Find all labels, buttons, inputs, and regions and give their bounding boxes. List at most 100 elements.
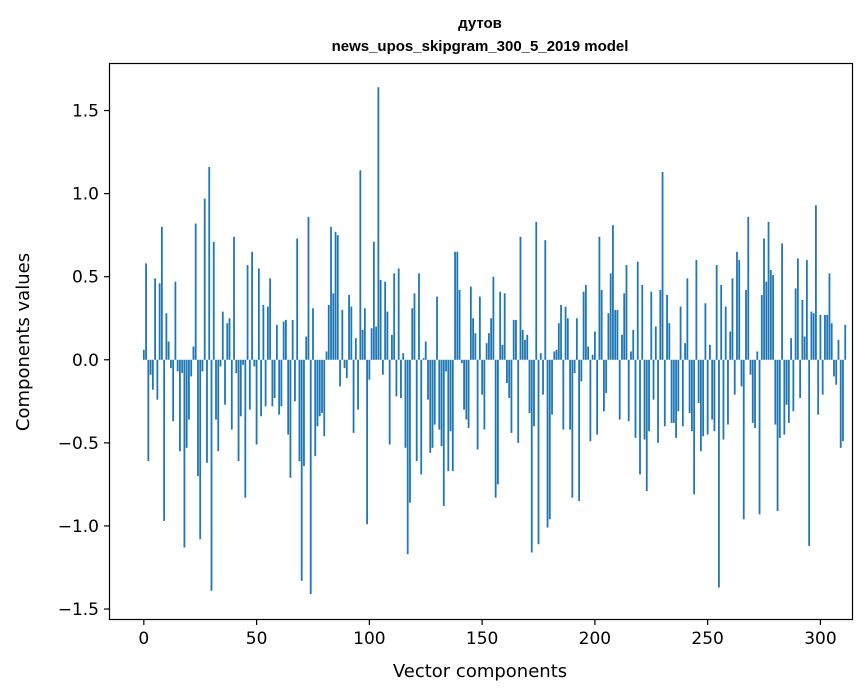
bar — [535, 221, 538, 360]
bar — [722, 359, 725, 440]
bar — [190, 359, 193, 377]
bar — [188, 359, 190, 420]
bar — [512, 319, 515, 360]
bar — [497, 359, 499, 485]
bar — [282, 321, 285, 360]
bar — [519, 236, 522, 360]
bar — [562, 359, 565, 430]
bar — [266, 306, 269, 360]
bar — [697, 359, 700, 403]
bar — [269, 278, 272, 360]
bar — [842, 359, 844, 442]
bar — [300, 359, 303, 581]
bar — [731, 278, 734, 360]
bar — [230, 359, 233, 430]
y-tick-label: 0.5 — [72, 268, 99, 288]
bar — [575, 318, 578, 360]
bar — [790, 338, 792, 360]
bar — [810, 311, 813, 360]
bar — [537, 359, 540, 545]
bar — [415, 359, 418, 462]
bar — [296, 238, 299, 360]
bar — [751, 359, 754, 423]
bar — [343, 359, 346, 369]
bar — [772, 275, 774, 360]
bar — [384, 281, 387, 360]
bar — [621, 334, 623, 360]
bar — [521, 329, 524, 360]
bar — [381, 359, 384, 375]
bar — [616, 309, 619, 360]
bar — [163, 359, 166, 521]
bar — [672, 359, 675, 423]
bar — [593, 331, 596, 360]
bar — [729, 331, 732, 360]
bar — [463, 359, 465, 410]
bar — [713, 359, 716, 432]
bar — [815, 205, 817, 360]
bar — [828, 273, 831, 360]
bar — [165, 313, 168, 360]
bar — [702, 359, 705, 437]
bar — [336, 235, 339, 360]
x-tick-label: 250 — [691, 629, 723, 649]
bar — [571, 359, 574, 498]
bar — [650, 291, 653, 360]
bar — [219, 359, 222, 367]
bar — [420, 359, 423, 475]
bar — [445, 359, 447, 372]
bar — [431, 359, 434, 448]
bar — [569, 359, 571, 430]
bar — [501, 344, 504, 360]
bar — [796, 258, 799, 360]
x-tick-label: 50 — [246, 629, 268, 649]
bar — [530, 359, 533, 553]
bar — [151, 359, 154, 390]
bar — [826, 314, 829, 360]
bar — [375, 326, 378, 360]
bar — [824, 314, 826, 360]
bar — [422, 358, 425, 360]
bar — [805, 260, 808, 360]
bar — [542, 359, 544, 395]
bar — [546, 359, 549, 528]
bar — [548, 359, 551, 520]
bar — [503, 293, 506, 360]
bar — [618, 359, 621, 420]
bar — [323, 359, 326, 437]
bar — [603, 359, 605, 412]
bar — [397, 268, 400, 360]
bar — [584, 285, 587, 360]
bar — [758, 359, 761, 515]
bar — [248, 359, 251, 410]
bar — [246, 265, 249, 360]
bar — [294, 359, 296, 402]
bar — [578, 359, 580, 502]
bar — [478, 296, 481, 360]
bar — [174, 281, 177, 360]
bar — [557, 323, 560, 360]
bar — [630, 351, 632, 360]
bar — [393, 273, 396, 360]
bar — [176, 359, 179, 372]
bar — [661, 172, 664, 360]
bar — [785, 359, 788, 405]
bar — [709, 344, 711, 360]
bar — [147, 359, 150, 462]
bar — [690, 359, 693, 432]
bar — [169, 359, 172, 369]
bar — [368, 359, 371, 380]
bar — [830, 323, 833, 360]
bar — [350, 306, 353, 360]
bar — [361, 329, 364, 360]
bar — [341, 309, 344, 360]
bar — [654, 326, 657, 360]
bar — [197, 359, 199, 477]
bar — [693, 359, 696, 495]
bar — [264, 359, 267, 407]
y-axis-ticks: −1.5 −1.0 −0.5 0.0 0.5 1.0 1.5 — [58, 102, 110, 620]
bar — [560, 304, 562, 360]
bar — [183, 359, 186, 548]
bar — [201, 359, 204, 372]
bar — [506, 359, 508, 384]
